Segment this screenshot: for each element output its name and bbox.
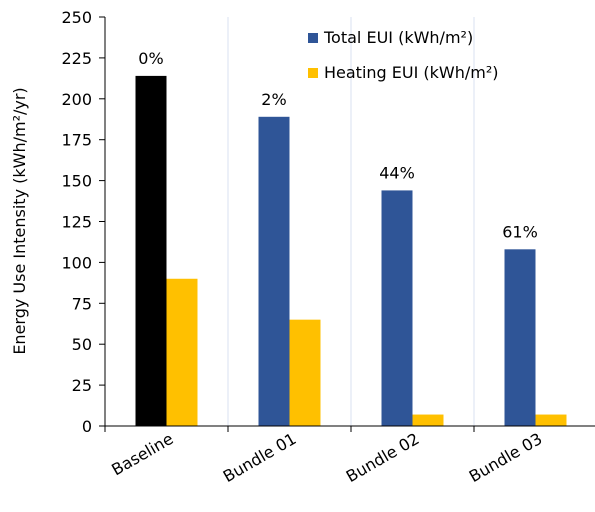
bar-heating-4 [535,414,567,426]
category-label: Bundle 01 [220,429,300,486]
category-label: Bundle 03 [466,429,546,486]
bar-total-4 [504,249,536,426]
data-label-percent: 44% [379,163,415,182]
axes [99,16,595,432]
bar-total-2 [258,116,290,427]
y-axis-title: Energy Use Intensity (kWh/m²/yr) [10,87,29,354]
y-tick-label: 0 [82,417,92,436]
data-label-percent: 0% [138,49,163,68]
legend-label: Heating EUI (kWh/m²) [324,63,499,82]
y-tick-label: 150 [61,172,92,191]
y-tick-label: 100 [61,253,92,272]
bar-heating-2 [289,319,321,426]
legend-swatch [308,68,318,78]
y-tick-label: 175 [61,131,92,150]
y-tick-label: 25 [72,376,92,395]
legend: Total EUI (kWh/m²) Heating EUI (kWh/m²) [308,28,499,82]
legend-swatch [308,33,318,43]
bar-heating-1 [166,278,198,426]
category-label: Bundle 02 [343,429,423,486]
data-label-percent: 2% [261,90,286,109]
y-tick-label: 125 [61,213,92,232]
y-tick-label: 200 [61,90,92,109]
legend-label: Total EUI (kWh/m²) [323,28,473,47]
y-tick-label: 250 [61,8,92,27]
y-tick-label: 75 [72,294,92,313]
bar-total-1 [135,75,167,427]
bars [135,75,567,427]
gridlines [227,17,475,426]
bar-total-3 [381,190,413,426]
y-tick-label: 225 [61,49,92,68]
category-label: Baseline [108,429,176,479]
bar-heating-3 [412,414,444,426]
data-label-percent: 61% [502,222,538,241]
y-tick-label: 50 [72,335,92,354]
